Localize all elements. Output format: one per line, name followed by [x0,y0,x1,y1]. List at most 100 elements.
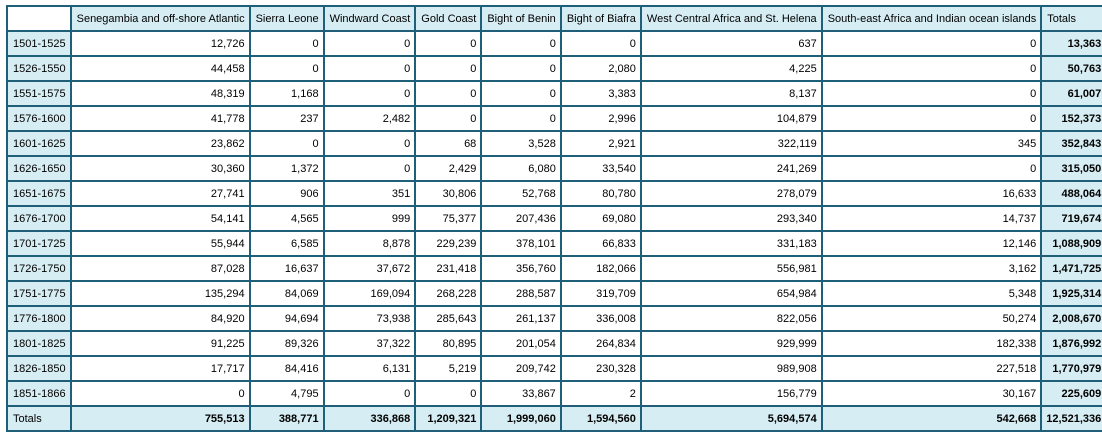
data-cell: 5,348 [820,280,1043,307]
data-cell: 30,806 [414,180,483,207]
data-cell: 8,878 [322,230,417,257]
row-label-1776-1800: 1776-1800 [6,305,72,332]
data-cell: 0 [248,55,325,82]
column-total-cell: 388,771 [248,405,325,432]
data-cell: 0 [414,380,483,407]
data-cell: 288,587 [480,280,562,307]
data-cell: 0 [480,30,562,57]
data-cell: 182,066 [559,255,642,282]
row-total-cell: 1,876,992 [1040,330,1102,357]
data-cell: 2,080 [559,55,642,82]
data-cell: 55,944 [69,230,251,257]
data-cell: 69,080 [559,205,642,232]
data-cell: 2 [559,380,642,407]
table-row-1801-1825: 1801-1825 91,225 89,326 37,322 80,895 201,054… [6,330,1102,357]
data-cell: 322,119 [639,130,823,157]
row-total-cell: 50,763 [1040,55,1102,82]
data-cell: 0 [322,380,417,407]
data-cell: 556,981 [639,255,823,282]
column-header-west-central-africa-and-st-helena: West Central Africa and St. Helena [639,5,823,32]
data-cell: 27,741 [69,180,251,207]
data-cell: 4,225 [639,55,823,82]
totals-row-label: Totals [6,405,72,432]
column-header-gold-coast: Gold Coast [414,5,483,32]
table-row-1826-1850: 1826-1850 17,717 84,416 6,131 5,219 209,742 23… [6,355,1102,382]
table-row-1676-1700: 1676-1700 54,141 4,565 999 75,377 207,436 69,0… [6,205,1102,232]
data-cell: 84,416 [248,355,325,382]
data-cell: 209,742 [480,355,562,382]
data-cell: 87,028 [69,255,251,282]
data-cell: 0 [322,80,417,107]
data-cell: 331,183 [639,230,823,257]
data-cell: 182,338 [820,330,1043,357]
data-cell: 33,540 [559,155,642,182]
data-cell: 30,360 [69,155,251,182]
data-cell: 104,879 [639,105,823,132]
data-cell: 285,643 [414,305,483,332]
data-cell: 356,760 [480,255,562,282]
column-total-cell: 1,209,321 [414,405,483,432]
data-cell: 23,862 [69,130,251,157]
row-label-1751-1775: 1751-1775 [6,280,72,307]
row-total-cell: 1,088,909 [1040,230,1102,257]
data-cell: 0 [820,155,1043,182]
row-label-1601-1625: 1601-1625 [6,130,72,157]
data-cell: 0 [820,30,1043,57]
row-total-cell: 488,064 [1040,180,1102,207]
corner-cell [6,5,72,32]
data-cell: 1,168 [248,80,325,107]
row-label-1851-1866: 1851-1866 [6,380,72,407]
table-row-1776-1800: 1776-1800 84,920 94,694 73,938 285,643 261,13… [6,305,1102,332]
data-cell: 17,717 [69,355,251,382]
data-cell: 33,867 [480,380,562,407]
data-cell: 6,131 [322,355,417,382]
data-cell: 75,377 [414,205,483,232]
data-cell: 94,694 [248,305,325,332]
estimates-table: Senegambia and off-shore Atlantic Sierra … [6,5,1102,432]
table-row-1851-1866: 1851-1866 0 4,795 0 0 33,867 2 156,779 30,167 225… [6,380,1102,407]
data-cell: 637 [639,30,823,57]
data-cell: 80,895 [414,330,483,357]
column-total-cell: 1,999,060 [480,405,562,432]
data-cell: 0 [414,80,483,107]
row-label-1701-1725: 1701-1725 [6,230,72,257]
row-label-1526-1550: 1526-1550 [6,55,72,82]
row-label-1551-1575: 1551-1575 [6,80,72,107]
data-cell: 84,069 [248,280,325,307]
data-cell: 2,429 [414,155,483,182]
data-cell: 0 [820,80,1043,107]
data-cell: 0 [480,55,562,82]
data-cell: 50,274 [820,305,1043,332]
data-cell: 929,999 [639,330,823,357]
data-cell: 30,167 [820,380,1043,407]
data-cell: 4,565 [248,205,325,232]
data-cell: 201,054 [480,330,562,357]
data-cell: 41,778 [69,105,251,132]
column-header-totals: Totals [1040,5,1102,32]
data-cell: 0 [414,30,483,57]
row-label-1826-1850: 1826-1850 [6,355,72,382]
data-cell: 73,938 [322,305,417,332]
data-cell: 6,080 [480,155,562,182]
data-cell: 241,269 [639,155,823,182]
data-cell: 345 [820,130,1043,157]
data-cell: 2,482 [322,105,417,132]
table-row-1651-1675: 1651-1675 27,741 906 351 30,806 52,768 80,780 2… [6,180,1102,207]
data-cell: 1,372 [248,155,325,182]
column-header-bight-of-biafra: Bight of Biafra [559,5,642,32]
data-cell: 207,436 [480,205,562,232]
row-label-1676-1700: 1676-1700 [6,205,72,232]
data-cell: 48,319 [69,80,251,107]
column-total-cell: 336,868 [322,405,417,432]
row-total-cell: 352,843 [1040,130,1102,157]
row-total-cell: 225,609 [1040,380,1102,407]
data-cell: 84,920 [69,305,251,332]
data-cell: 261,137 [480,305,562,332]
data-cell: 37,672 [322,255,417,282]
table-row-1501-1525: 1501-1525 12,726 0 0 0 0 0 637 0 13,363 [6,30,1102,57]
row-total-cell: 1,925,314 [1040,280,1102,307]
data-cell: 319,709 [559,280,642,307]
data-cell: 37,322 [322,330,417,357]
data-cell: 8,137 [639,80,823,107]
